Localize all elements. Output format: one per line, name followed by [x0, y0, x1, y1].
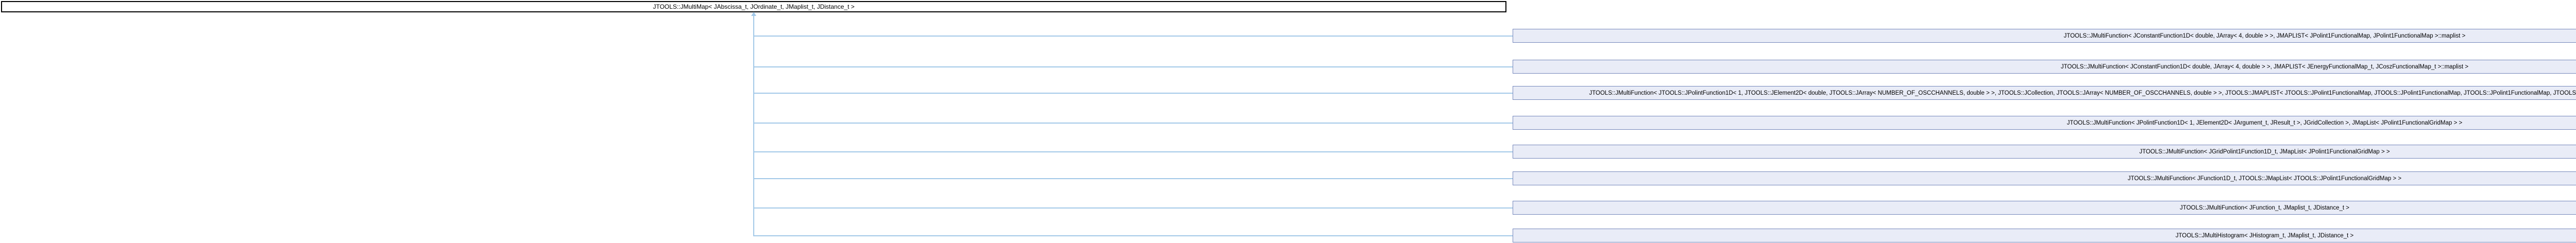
instance-class-label: JTOOLS::JMultiFunction< JFunction1D_t, J… — [2127, 175, 2402, 182]
instance-class-node[interactable]: JTOOLS::JMultiFunction< JPolintFunction1… — [1513, 116, 2576, 130]
instance-class-node[interactable]: JTOOLS::JMultiFunction< JTOOLS::JPolintF… — [1513, 86, 2576, 100]
edge-vertical-spine — [753, 15, 754, 236]
inheritance-arrow-icon — [751, 12, 756, 16]
instance-class-node[interactable]: JTOOLS::JMultiFunction< JConstantFunctio… — [1513, 60, 2576, 74]
edge-horizontal — [753, 178, 1513, 179]
instance-class-node[interactable]: JTOOLS::JMultiFunction< JFunction_t, JMa… — [1513, 201, 2576, 215]
instance-class-label: JTOOLS::JMultiFunction< JTOOLS::JPolintF… — [1589, 90, 2576, 96]
instance-class-node[interactable]: JTOOLS::JMultiFunction< JConstantFunctio… — [1513, 29, 2576, 43]
instance-class-node[interactable]: JTOOLS::JMultiHistogram< JHistogram_t, J… — [1513, 229, 2576, 242]
edge-horizontal — [753, 93, 1513, 94]
edge-horizontal — [753, 151, 1513, 152]
instance-class-label: JTOOLS::JMultiFunction< JConstantFunctio… — [2063, 32, 2466, 39]
instance-class-label: JTOOLS::JMultiFunction< JConstantFunctio… — [2060, 63, 2469, 70]
instance-class-node[interactable]: JTOOLS::JMultiFunction< JGridPolint1Func… — [1513, 145, 2576, 159]
instance-class-node[interactable]: JTOOLS::JMultiFunction< JFunction1D_t, J… — [1513, 171, 2576, 185]
root-class-label: JTOOLS::JMultiMap< JAbscissa_t, JOrdinat… — [653, 3, 855, 10]
instance-class-label: JTOOLS::JMultiFunction< JPolintFunction1… — [2066, 119, 2463, 126]
root-class-node[interactable]: JTOOLS::JMultiMap< JAbscissa_t, JOrdinat… — [1, 1, 1506, 12]
instance-class-label: JTOOLS::JMultiFunction< JFunction_t, JMa… — [2180, 204, 2349, 211]
edge-horizontal — [753, 207, 1513, 209]
edge-horizontal — [753, 123, 1513, 124]
instance-class-label: JTOOLS::JMultiHistogram< JHistogram_t, J… — [2175, 232, 2354, 239]
instance-class-label: JTOOLS::JMultiFunction< JGridPolint1Func… — [2139, 148, 2390, 155]
edge-horizontal — [753, 66, 1513, 67]
edge-horizontal — [753, 235, 1513, 236]
edge-horizontal — [753, 36, 1513, 37]
